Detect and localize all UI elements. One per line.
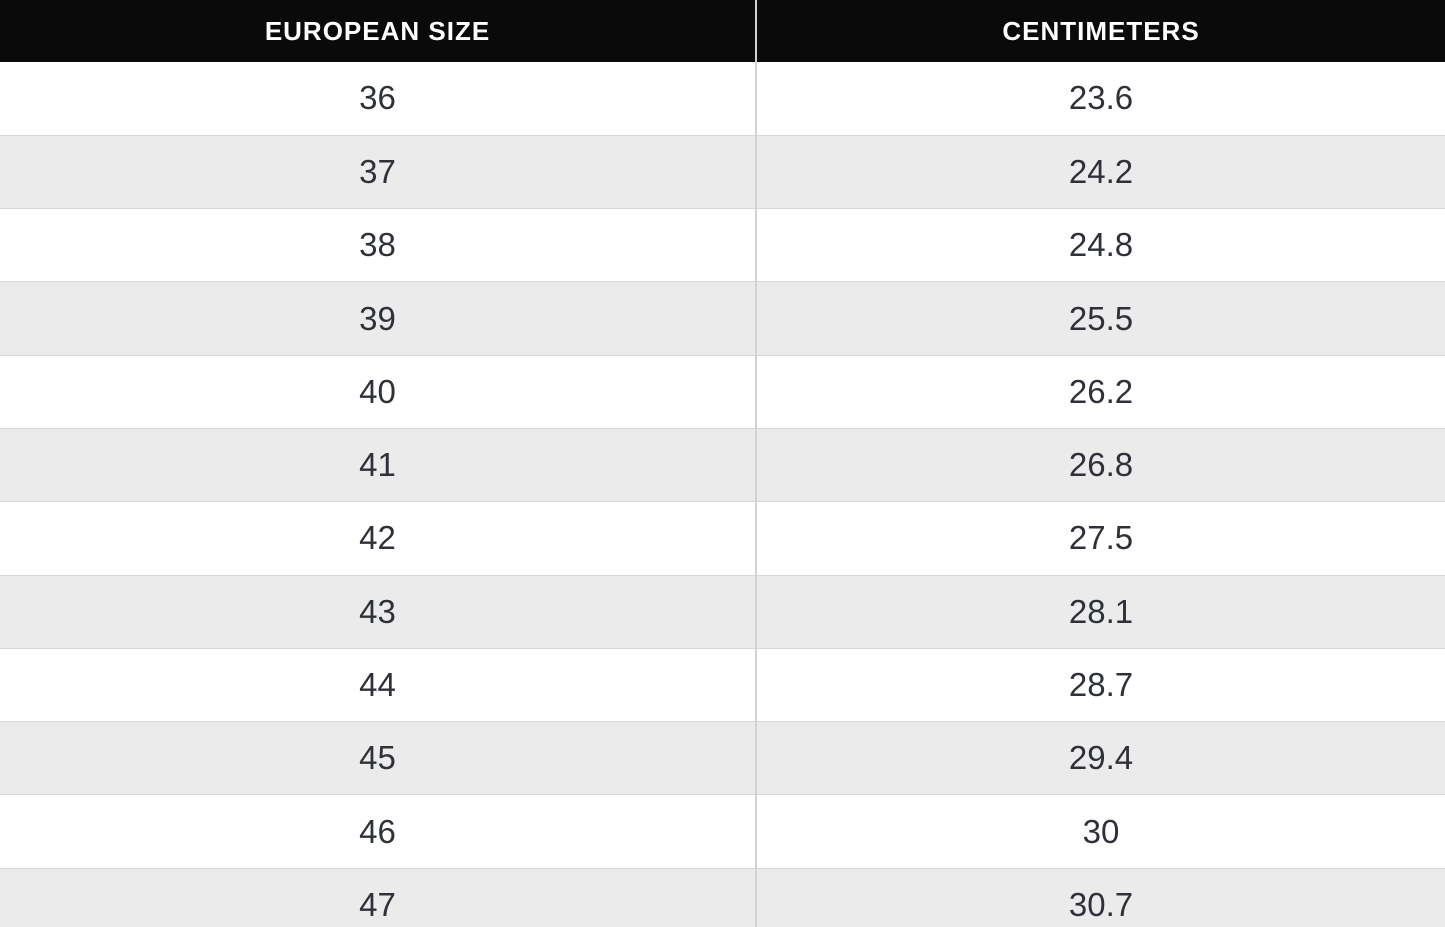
table-row: 37 24.2 bbox=[0, 134, 1445, 209]
european-size-cell: 47 bbox=[0, 867, 756, 927]
centimeters-cell: 28.7 bbox=[755, 647, 1445, 722]
centimeters-cell: 30.7 bbox=[755, 867, 1445, 927]
table-row: 39 25.5 bbox=[0, 281, 1445, 356]
table-row: 46 30 bbox=[0, 794, 1445, 869]
table-row: 42 27.5 bbox=[0, 501, 1445, 576]
european-size-cell: 37 bbox=[0, 134, 756, 209]
centimeters-cell: 26.8 bbox=[755, 427, 1445, 502]
european-size-cell: 42 bbox=[0, 501, 756, 576]
column-header-european-size: EUROPEAN SIZE bbox=[0, 0, 756, 62]
centimeters-cell: 27.5 bbox=[755, 501, 1445, 576]
european-size-cell: 46 bbox=[0, 794, 756, 869]
table-body: 36 23.6 37 24.2 38 24.8 39 25.5 40 26.2 41 26.8 42 27… bbox=[0, 62, 1445, 927]
centimeters-cell: 30 bbox=[755, 794, 1445, 869]
european-size-cell: 45 bbox=[0, 721, 756, 795]
european-size-cell: 41 bbox=[0, 427, 756, 502]
european-size-cell: 39 bbox=[0, 281, 756, 356]
table-row: 44 28.7 bbox=[0, 647, 1445, 722]
centimeters-cell: 26.2 bbox=[755, 354, 1445, 429]
european-size-cell: 36 bbox=[0, 62, 756, 136]
table-row: 45 29.4 bbox=[0, 721, 1445, 795]
table-row: 36 23.6 bbox=[0, 62, 1445, 136]
european-size-cell: 44 bbox=[0, 647, 756, 722]
european-size-cell: 40 bbox=[0, 354, 756, 429]
column-header-centimeters: CENTIMETERS bbox=[755, 0, 1445, 62]
centimeters-cell: 29.4 bbox=[755, 721, 1445, 795]
table-row: 43 28.1 bbox=[0, 574, 1445, 649]
centimeters-cell: 25.5 bbox=[755, 281, 1445, 356]
european-size-cell: 43 bbox=[0, 574, 756, 649]
centimeters-cell: 24.8 bbox=[755, 208, 1445, 282]
european-size-cell: 38 bbox=[0, 208, 756, 282]
table-row: 40 26.2 bbox=[0, 354, 1445, 429]
table-row: 38 24.8 bbox=[0, 208, 1445, 282]
table-header: EUROPEAN SIZE CENTIMETERS bbox=[0, 0, 1445, 62]
table-row: 47 30.7 bbox=[0, 867, 1445, 927]
centimeters-cell: 28.1 bbox=[755, 574, 1445, 649]
centimeters-cell: 23.6 bbox=[755, 62, 1445, 136]
table-row: 41 26.8 bbox=[0, 427, 1445, 502]
header-row: EUROPEAN SIZE CENTIMETERS bbox=[0, 0, 1445, 62]
centimeters-cell: 24.2 bbox=[755, 134, 1445, 209]
